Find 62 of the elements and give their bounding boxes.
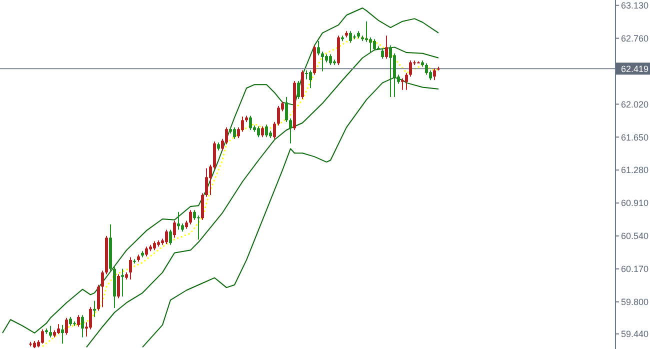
candlestick [373, 38, 376, 52]
candlestick [409, 60, 412, 78]
candlestick [205, 168, 208, 198]
candlestick [197, 214, 200, 240]
candlestick [289, 118, 292, 144]
candlestick [81, 314, 84, 338]
candlestick [381, 48, 384, 60]
candlestick [65, 317, 68, 336]
candlestick [57, 324, 60, 334]
y-tick-label: 61.650 [621, 132, 649, 142]
candlestick [169, 229, 172, 246]
y-tick-label: 59.800 [621, 296, 649, 307]
candlestick [321, 51, 324, 72]
candlestick [369, 36, 372, 54]
y-tick-label: 62.020 [621, 99, 649, 110]
y-tick-label: 60.170 [621, 264, 649, 274]
candlestick [173, 220, 176, 238]
candlestick [273, 121, 276, 140]
line-series [2, 8, 439, 334]
candlestick [129, 256, 132, 280]
candlestick [193, 210, 196, 220]
candlestick [61, 324, 64, 344]
candlestick [317, 40, 320, 56]
candlestick [241, 116, 244, 132]
candlestick [121, 268, 124, 297]
y-tick-label: 61.280 [621, 165, 649, 176]
candlestick [297, 80, 300, 100]
candlestick [165, 229, 168, 244]
candlestick [97, 284, 100, 312]
candlestick [49, 325, 52, 338]
candlestick [201, 192, 204, 220]
candlestick [265, 124, 268, 138]
candlestick [89, 306, 92, 330]
y-tick-label: 60.910 [621, 198, 649, 208]
candlestick [309, 70, 312, 89]
candlestick [329, 54, 332, 66]
candlestick [101, 270, 104, 308]
candlestick [77, 314, 80, 328]
candlestick [145, 246, 148, 257]
candlestick [257, 126, 260, 138]
candlestick [433, 68, 436, 81]
candlestick [349, 30, 352, 44]
candlestick [177, 211, 180, 230]
candlestick [189, 210, 192, 225]
candlestick [425, 62, 428, 76]
ref-line-label: 62.419 [621, 64, 649, 74]
y-tick-label: 62.760 [621, 33, 649, 44]
candlestick [285, 96, 288, 122]
candlestick [385, 35, 388, 60]
candlestick [233, 126, 236, 140]
candlestick [401, 78, 404, 90]
candlestick [405, 72, 408, 90]
candlestick [117, 274, 120, 299]
candlestick [277, 105, 280, 126]
candlestick [261, 126, 264, 138]
candlestick [41, 328, 44, 344]
candlestick [249, 115, 252, 130]
y-tick-label: 60.540 [621, 231, 649, 242]
candlestick [225, 126, 228, 145]
candlestick [389, 44, 392, 98]
y-tick-label: 59.440 [621, 329, 649, 340]
y-tick-label: 63.130 [621, 0, 649, 10]
